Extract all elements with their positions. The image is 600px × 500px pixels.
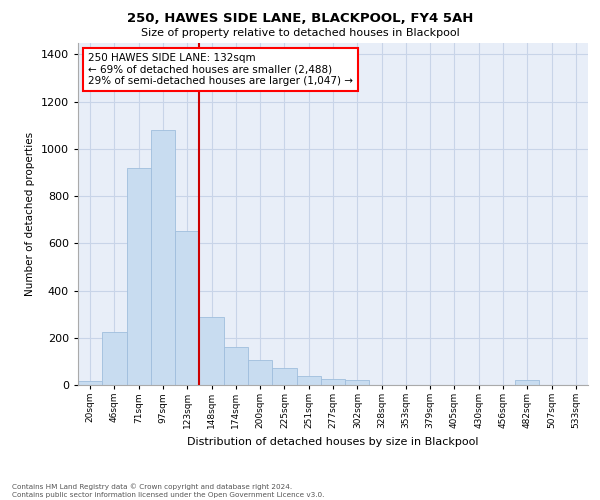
Bar	[127, 168, 151, 385]
Y-axis label: Number of detached properties: Number of detached properties	[25, 132, 35, 296]
Bar	[151, 130, 175, 385]
Bar	[272, 368, 296, 385]
Text: 250 HAWES SIDE LANE: 132sqm
← 69% of detached houses are smaller (2,488)
29% of : 250 HAWES SIDE LANE: 132sqm ← 69% of det…	[88, 53, 353, 86]
Bar	[515, 380, 539, 385]
Bar	[321, 379, 345, 385]
X-axis label: Distribution of detached houses by size in Blackpool: Distribution of detached houses by size …	[187, 436, 479, 446]
Bar	[296, 376, 321, 385]
Bar	[224, 347, 248, 385]
Text: Contains HM Land Registry data © Crown copyright and database right 2024.
Contai: Contains HM Land Registry data © Crown c…	[12, 484, 325, 498]
Bar	[345, 380, 370, 385]
Bar	[199, 316, 224, 385]
Text: Size of property relative to detached houses in Blackpool: Size of property relative to detached ho…	[140, 28, 460, 38]
Bar	[78, 382, 102, 385]
Bar	[175, 232, 199, 385]
Text: 250, HAWES SIDE LANE, BLACKPOOL, FY4 5AH: 250, HAWES SIDE LANE, BLACKPOOL, FY4 5AH	[127, 12, 473, 26]
Bar	[248, 360, 272, 385]
Bar	[102, 332, 127, 385]
